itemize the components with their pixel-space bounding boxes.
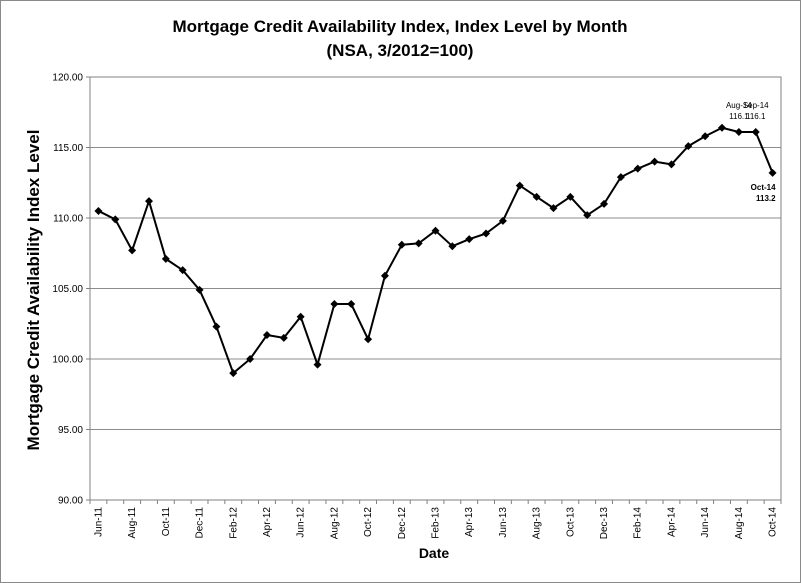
- data-point-marker: [313, 360, 322, 369]
- data-point-marker: [364, 335, 373, 344]
- annotation-label: Aug-14: [726, 101, 752, 110]
- data-point-marker: [600, 199, 609, 208]
- data-point-marker: [583, 211, 592, 220]
- x-axis-ticks: Jun-11 Aug-11 Oct-11 Dec-11 Feb-12 Apr-12 Jun-…: [89, 500, 782, 540]
- chart-subtitle: (NSA, 3/2012=100): [327, 41, 474, 60]
- data-point-marker: [246, 355, 255, 363]
- annotation-label: 116.1: [729, 112, 749, 121]
- y-tick-label: 115.00: [53, 143, 83, 154]
- x-tick-label: Jun-14: [700, 507, 711, 538]
- data-point-marker: [94, 206, 103, 215]
- x-tick-label: Apr-12: [262, 507, 273, 537]
- data-point-marker: [768, 168, 777, 177]
- x-tick-label: Aug-11: [127, 507, 138, 539]
- x-tick-label: Oct-14: [768, 507, 779, 537]
- data-point-marker: [734, 127, 743, 136]
- data-annotations: Aug-14 116.1 Sep-14 116.1 Oct-14 113.2: [726, 101, 776, 203]
- y-axis-ticks: 90.00 95.00 100.00 105.00 110.00 115.00 120.00: [52, 73, 90, 507]
- x-axis-title: Date: [419, 545, 450, 561]
- series-line: [94, 123, 777, 378]
- x-tick-label: Dec-12: [397, 507, 408, 540]
- data-point-marker: [128, 246, 137, 255]
- x-tick-label: Dec-11: [195, 507, 206, 539]
- data-point-marker: [448, 242, 457, 251]
- data-point-marker: [482, 229, 491, 238]
- x-tick-label: Oct-12: [363, 507, 374, 537]
- y-tick-label: 120.00: [52, 73, 83, 84]
- data-point-marker: [751, 127, 760, 136]
- x-tick-label: Oct-11: [161, 507, 172, 537]
- x-tick-label: Feb-13: [431, 507, 442, 539]
- data-point-marker: [532, 192, 541, 201]
- data-point-marker: [701, 132, 710, 141]
- x-tick-label: Jun-13: [498, 507, 509, 538]
- x-tick-label: Oct-13: [565, 507, 576, 537]
- data-point-marker: [279, 333, 288, 342]
- x-tick-label: Feb-12: [228, 507, 239, 539]
- y-axis-title: Mortgage Credit Availability Index Level: [24, 130, 43, 451]
- data-point-marker: [465, 235, 474, 244]
- data-point-marker: [616, 173, 625, 182]
- y-tick-label: 95.00: [58, 425, 83, 436]
- chart-title: Mortgage Credit Availability Index, Inde…: [173, 17, 628, 36]
- data-point-marker: [262, 331, 271, 340]
- data-point-marker: [667, 160, 676, 169]
- data-point-marker: [718, 123, 727, 132]
- x-tick-label: Jun-11: [93, 507, 104, 537]
- data-point-marker: [144, 197, 153, 206]
- y-tick-label: 105.00: [52, 284, 83, 295]
- annotation-label: 113.2: [756, 194, 776, 203]
- data-point-marker: [229, 369, 238, 378]
- x-tick-label: Feb-14: [633, 507, 644, 539]
- annotation-label: 116.1: [746, 112, 766, 121]
- data-point-marker: [515, 181, 524, 190]
- x-tick-label: Dec-13: [599, 507, 610, 540]
- gridlines: [90, 147, 781, 430]
- data-point-marker: [330, 300, 339, 309]
- data-point-marker: [296, 312, 305, 321]
- y-tick-label: 100.00: [52, 355, 83, 366]
- data-point-marker: [414, 239, 423, 248]
- data-point-marker: [380, 271, 389, 280]
- data-point-marker: [498, 216, 507, 225]
- data-point-marker: [347, 300, 356, 309]
- x-tick-label: Aug-14: [734, 507, 745, 540]
- data-point-marker: [397, 240, 406, 249]
- data-point-marker: [212, 322, 221, 331]
- data-point-marker: [178, 266, 187, 275]
- data-point-marker: [161, 254, 170, 263]
- data-point-marker: [549, 204, 558, 213]
- data-point-marker: [431, 226, 440, 235]
- x-tick-label: Jun-12: [296, 507, 307, 538]
- y-tick-label: 90.00: [58, 496, 83, 507]
- x-tick-label: Apr-14: [666, 507, 677, 537]
- x-tick-label: Aug-13: [532, 507, 543, 540]
- annotation-label: Sep-14: [743, 101, 769, 110]
- data-point-marker: [566, 192, 575, 201]
- data-point-marker: [650, 157, 659, 166]
- data-point-marker: [195, 285, 204, 294]
- data-point-marker: [111, 215, 120, 224]
- data-point-marker: [633, 164, 642, 173]
- annotation-label: Oct-14: [751, 183, 776, 192]
- x-tick-label: Aug-12: [329, 507, 340, 540]
- data-point-marker: [684, 142, 693, 151]
- y-tick-label: 110.00: [53, 214, 83, 225]
- x-tick-label: Apr-13: [464, 507, 475, 537]
